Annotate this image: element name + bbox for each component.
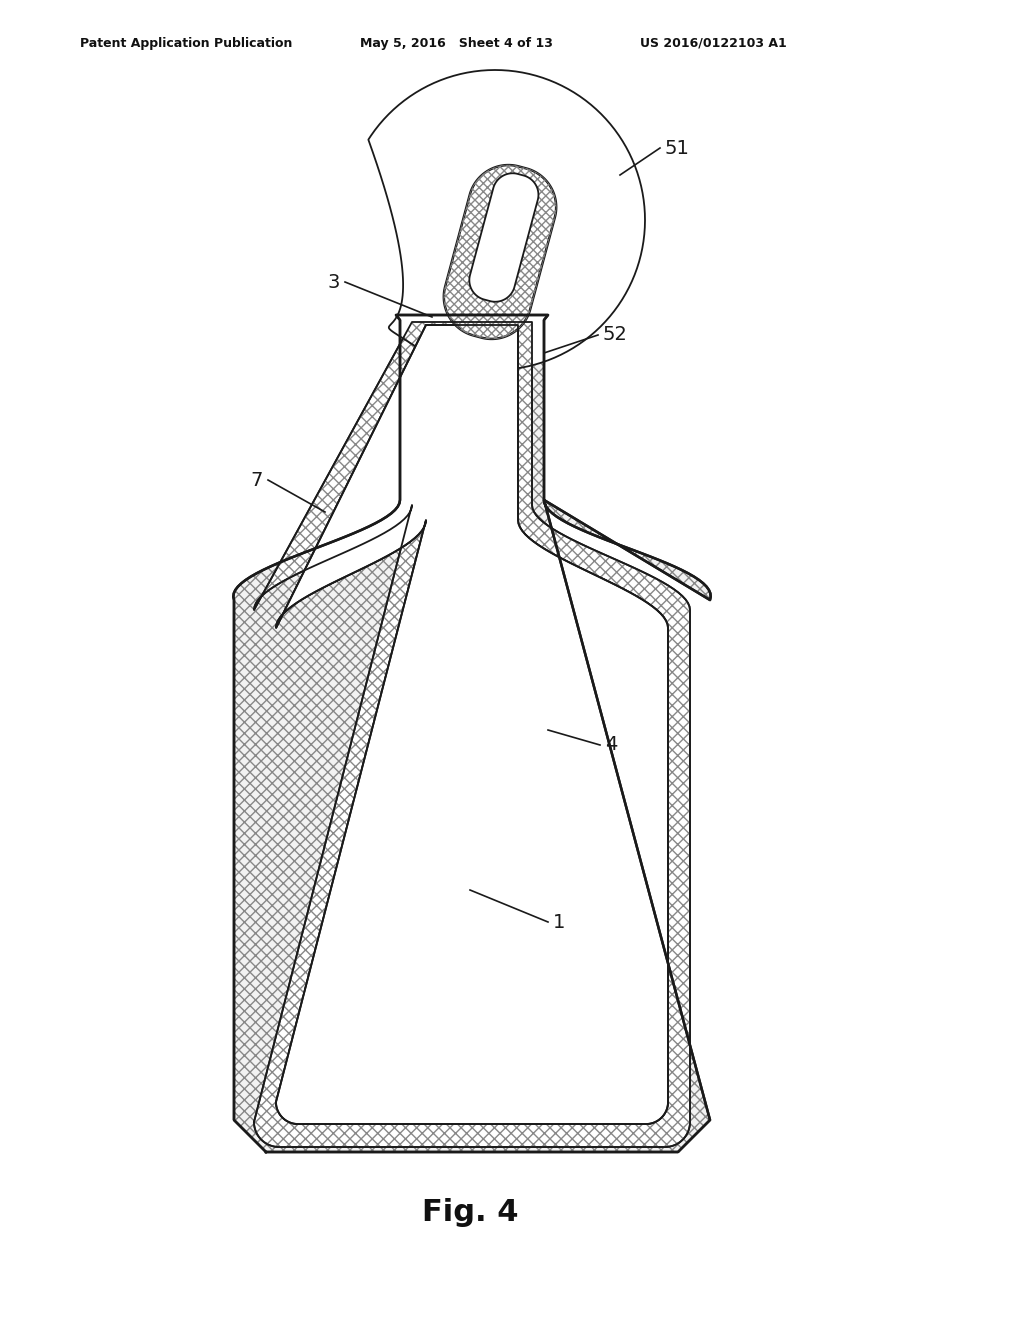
Text: May 5, 2016   Sheet 4 of 13: May 5, 2016 Sheet 4 of 13: [360, 37, 553, 50]
Text: Fig. 4: Fig. 4: [422, 1199, 518, 1228]
Text: 52: 52: [603, 326, 628, 345]
Text: 3: 3: [328, 272, 340, 292]
Polygon shape: [276, 325, 668, 1125]
Text: 51: 51: [665, 139, 690, 157]
Polygon shape: [254, 322, 690, 1147]
Text: US 2016/0122103 A1: US 2016/0122103 A1: [640, 37, 786, 50]
Text: 7: 7: [251, 470, 263, 490]
Polygon shape: [443, 165, 556, 339]
Text: 4: 4: [605, 735, 617, 755]
Text: Patent Application Publication: Patent Application Publication: [80, 37, 293, 50]
Polygon shape: [369, 70, 645, 370]
Polygon shape: [233, 315, 711, 1152]
Text: 1: 1: [553, 912, 565, 932]
Polygon shape: [469, 173, 539, 302]
Polygon shape: [276, 325, 668, 1125]
